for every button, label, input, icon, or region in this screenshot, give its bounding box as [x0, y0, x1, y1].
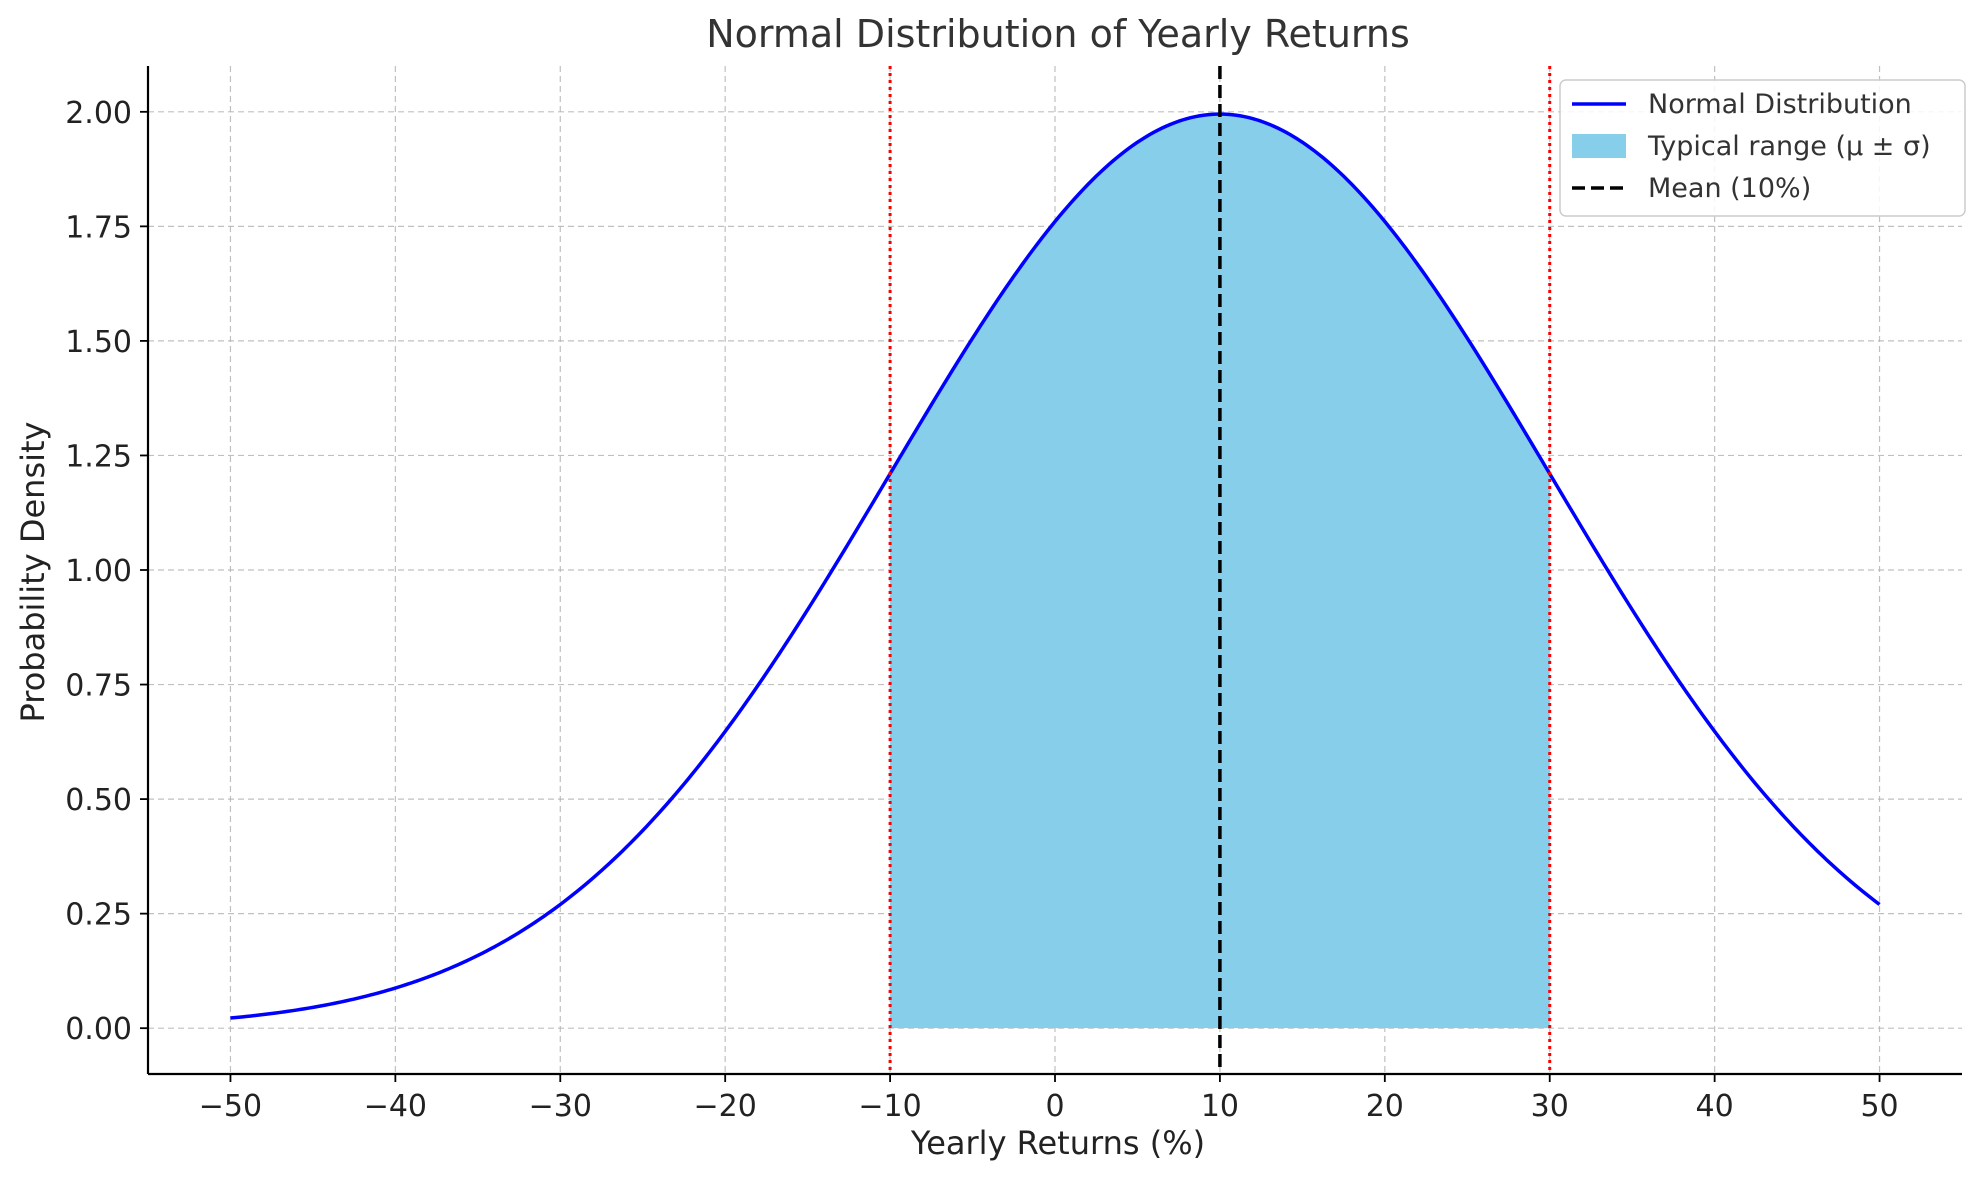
legend-label-typical-range: Typical range (μ ± σ) — [1647, 131, 1931, 162]
x-tick-label: −30 — [529, 1089, 592, 1124]
y-tick-label: 0.75 — [65, 669, 132, 704]
y-tick-label: 1.00 — [65, 554, 132, 589]
y-tick-label: 2.00 — [65, 96, 132, 131]
y-tick-label: 0.00 — [65, 1012, 132, 1047]
chart-title: Normal Distribution of Yearly Returns — [706, 12, 1410, 56]
x-tick-label: −50 — [199, 1089, 262, 1124]
x-axis-label: Yearly Returns (%) — [910, 1124, 1205, 1162]
y-axis-label: Probability Density — [14, 422, 52, 723]
y-tick-label: 0.50 — [65, 783, 132, 818]
y-tick-label: 1.75 — [65, 210, 132, 245]
x-tick-label: 0 — [1045, 1089, 1064, 1124]
legend: Normal Distribution Typical range (μ ± σ… — [1559, 79, 1966, 217]
x-tick-label: −40 — [364, 1089, 427, 1124]
x-axis-ticks: −50 −40 −30 −20 −10 0 10 20 30 40 50 — [199, 1074, 1899, 1124]
x-tick-label: −10 — [858, 1089, 921, 1124]
x-tick-label: 50 — [1860, 1089, 1898, 1124]
x-tick-label: 10 — [1201, 1089, 1239, 1124]
legend-label-normal-distribution: Normal Distribution — [1648, 89, 1912, 120]
x-tick-label: 30 — [1531, 1089, 1569, 1124]
normal-distribution-line — [230, 112, 1881, 1020]
y-axis-ticks: 0.00 0.25 0.50 0.75 1.00 1.25 1.50 1.75 2.00 — [65, 96, 148, 1047]
y-tick-label: 1.50 — [65, 325, 132, 360]
normal-distribution-curve — [230, 112, 1881, 1020]
x-tick-label: 20 — [1366, 1089, 1404, 1124]
x-tick-label: 40 — [1696, 1089, 1734, 1124]
x-tick-label: −20 — [694, 1089, 757, 1124]
legend-box — [1559, 79, 1966, 217]
y-tick-label: 0.25 — [65, 898, 132, 933]
reference-lines — [888, 66, 1552, 1074]
grid — [148, 66, 1962, 1074]
legend-patch-typical-range — [1572, 134, 1626, 158]
y-tick-label: 1.25 — [65, 439, 132, 474]
legend-label-mean: Mean (10%) — [1648, 173, 1811, 204]
